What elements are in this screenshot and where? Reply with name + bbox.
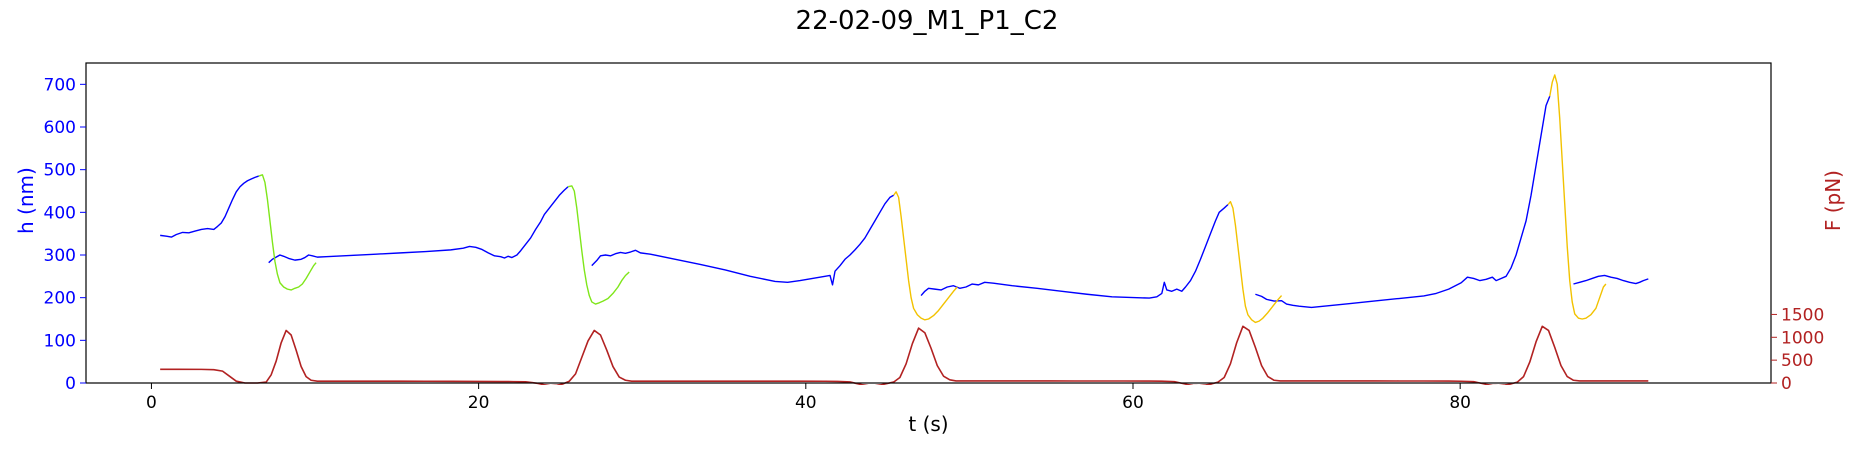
right-y-tick-label: 0 xyxy=(1781,374,1792,394)
compression-segment-green xyxy=(258,174,317,291)
right-y-tick-label: 500 xyxy=(1781,351,1813,371)
compression-segment-yellow xyxy=(1227,200,1283,324)
height-line xyxy=(1255,96,1551,309)
height-line xyxy=(160,175,259,238)
height-line xyxy=(268,186,569,264)
x-tick-label: 80 xyxy=(1449,393,1471,413)
left-y-tick-label: 200 xyxy=(44,289,76,309)
compression-segment-yellow xyxy=(1549,74,1607,320)
compression-segment-green xyxy=(567,185,630,305)
left-y-tick-label: 500 xyxy=(44,161,76,181)
force-line xyxy=(160,325,1649,385)
right-y-axis-title: F (pN) xyxy=(1821,170,1845,231)
left-y-axis-title: h (nm) xyxy=(14,167,38,234)
compression-segment-yellow xyxy=(893,191,958,321)
plot-frame xyxy=(85,62,1772,384)
height-line xyxy=(591,194,894,286)
left-y-tick-label: 300 xyxy=(44,246,76,266)
chart-title: 22-02-09_M1_P1_C2 xyxy=(796,6,1059,36)
left-y-tick-label: 600 xyxy=(44,118,76,138)
left-y-tick-label: 100 xyxy=(44,331,76,351)
height-line xyxy=(1573,274,1649,285)
left-y-tick-label: 400 xyxy=(44,203,76,223)
left-y-tick-label: 0 xyxy=(65,374,76,394)
x-tick-label: 60 xyxy=(1122,393,1144,413)
x-axis-title: t (s) xyxy=(908,412,948,436)
x-tick-label: 40 xyxy=(795,393,817,413)
left-y-axis-ticks: 0 100 200 300 400 500 600 700 xyxy=(44,75,86,394)
height-line xyxy=(920,204,1229,299)
right-y-tick-label: 1500 xyxy=(1781,305,1824,325)
x-axis-ticks: 0 20 40 60 80 xyxy=(146,383,1471,413)
x-tick-label: 20 xyxy=(468,393,490,413)
right-y-axis-ticks: 0 500 1000 1500 xyxy=(1771,305,1824,394)
plot-series-layer xyxy=(160,74,1649,385)
x-tick-label: 0 xyxy=(146,393,157,413)
left-y-tick-label: 700 xyxy=(44,75,76,95)
right-y-tick-label: 1000 xyxy=(1781,328,1824,348)
